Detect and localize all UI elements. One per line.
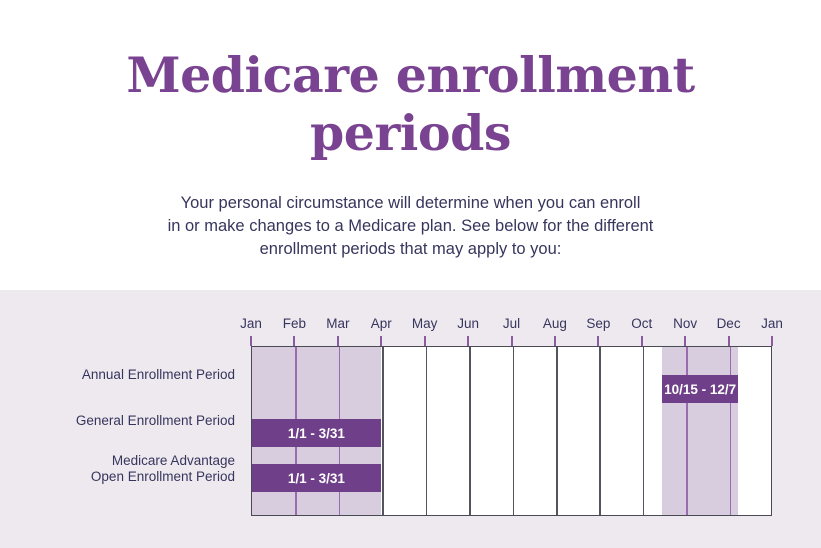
row-label-0: Annual Enrollment Period bbox=[10, 367, 235, 383]
row-label-line: Medicare Advantage bbox=[111, 453, 235, 468]
month-label-may-4: May bbox=[411, 316, 438, 331]
subtitle-line: Your personal circumstance will determin… bbox=[180, 194, 641, 212]
month-label-feb-1: Feb bbox=[282, 316, 307, 331]
timeline-grid: 10/15 - 12/7 1/1 - 3/31 1/1 - 3/31 bbox=[251, 346, 772, 516]
grid-divider-jul bbox=[512, 347, 515, 515]
grid-divider-aug bbox=[555, 347, 558, 515]
month-label-aug-7: Aug bbox=[542, 316, 567, 331]
period-bar-2[interactable]: 1/1 - 3/31 bbox=[252, 464, 381, 492]
subtitle-line: enrollment periods that may apply to you… bbox=[259, 240, 562, 258]
month-tick bbox=[250, 336, 252, 346]
period-bar-1[interactable]: 1/1 - 3/31 bbox=[252, 419, 381, 447]
grid-divider-nov bbox=[686, 347, 688, 515]
month-tick bbox=[597, 336, 600, 346]
month-tick bbox=[510, 336, 513, 346]
subtitle: Your personal circumstance will determin… bbox=[90, 192, 731, 261]
grid-divider-dec bbox=[729, 347, 732, 515]
month-label-jan-0: Jan bbox=[240, 316, 262, 331]
month-tick bbox=[293, 336, 296, 346]
month-tick bbox=[423, 336, 426, 346]
header-section: Medicare enrollment periods Your persona… bbox=[90, 46, 731, 261]
fall-band bbox=[662, 347, 738, 515]
month-tick bbox=[684, 336, 687, 346]
month-label-sep-8: Sep bbox=[586, 316, 611, 331]
grid-divider-apr bbox=[382, 347, 384, 515]
month-tick bbox=[336, 336, 339, 346]
grid-divider-oct bbox=[642, 347, 645, 515]
month-tick-row bbox=[250, 336, 773, 346]
month-tick bbox=[553, 336, 556, 346]
grid-divider-jun bbox=[469, 347, 471, 515]
month-axis: Jan Feb Mar Apr May Jun Jul Aug Sep Oct Nov Dec Jan bbox=[240, 316, 783, 338]
grid-divider-may bbox=[425, 347, 428, 515]
month-label-jun-5: Jun bbox=[457, 316, 479, 331]
row-label-2: Medicare Advantage Open Enrollment Period bbox=[10, 453, 235, 485]
timeline-chart-panel: Jan Feb Mar Apr May Jun Jul Aug Sep Oct Nov Dec Jan … bbox=[0, 290, 821, 548]
row-label-line: General Enrollment Period bbox=[75, 413, 235, 428]
subtitle-line: in or make changes to a Medicare plan. S… bbox=[167, 217, 654, 235]
period-bar-0[interactable]: 10/15 - 12/7 bbox=[662, 375, 738, 403]
month-tick bbox=[467, 336, 470, 346]
month-label-nov-10: Nov bbox=[673, 316, 698, 331]
row-label-1: General Enrollment Period bbox=[10, 413, 235, 429]
row-label-column: Annual Enrollment Period General Enrollme… bbox=[10, 345, 235, 520]
grid-divider-sep bbox=[599, 347, 601, 515]
row-label-line: Annual Enrollment Period bbox=[81, 367, 235, 382]
month-tick bbox=[727, 336, 730, 346]
month-label-jan-12: Jan bbox=[761, 316, 783, 331]
month-label-jul-6: Jul bbox=[502, 316, 521, 331]
month-label-mar-2: Mar bbox=[326, 316, 350, 331]
page-title: Medicare enrollment periods bbox=[126, 46, 695, 162]
month-tick bbox=[771, 336, 773, 346]
month-label-apr-3: Apr bbox=[370, 316, 392, 331]
row-label-line: Open Enrollment Period bbox=[90, 469, 235, 484]
month-tick bbox=[640, 336, 643, 346]
month-label-dec-11: Dec bbox=[716, 316, 741, 331]
month-label-oct-9: Oct bbox=[631, 316, 653, 331]
month-tick bbox=[380, 336, 383, 346]
